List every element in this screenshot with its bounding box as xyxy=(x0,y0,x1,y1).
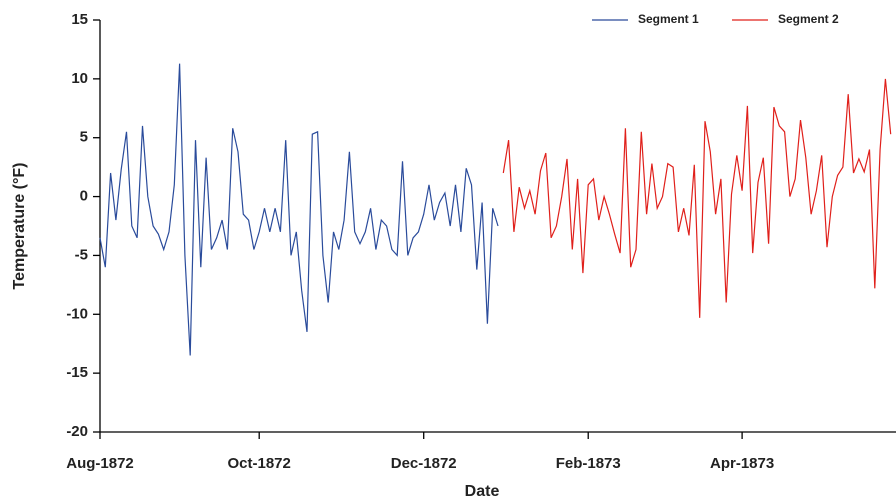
y-tick-label: 10 xyxy=(71,70,88,87)
x-axis-label: Date xyxy=(465,483,500,500)
y-tick-label: 0 xyxy=(80,188,88,205)
legend-label: Segment 1 xyxy=(638,12,699,26)
x-tick-label: Apr-1873 xyxy=(710,455,774,472)
legend-label: Segment 2 xyxy=(778,12,839,26)
series-line xyxy=(502,78,892,318)
series-line xyxy=(99,63,499,356)
y-tick-label: -20 xyxy=(66,423,88,440)
y-tick-label: -15 xyxy=(66,364,88,381)
x-tick-label: Oct-1872 xyxy=(228,455,291,472)
y-tick-label: -10 xyxy=(66,305,88,322)
y-tick-label: -5 xyxy=(75,246,88,263)
y-axis-label: Temperature (°F) xyxy=(11,162,28,289)
x-tick-label: Dec-1872 xyxy=(391,455,457,472)
y-tick-label: 15 xyxy=(71,11,88,28)
x-tick-label: Feb-1873 xyxy=(556,455,621,472)
x-tick-label: Aug-1872 xyxy=(66,455,134,472)
y-tick-label: 5 xyxy=(80,129,88,146)
